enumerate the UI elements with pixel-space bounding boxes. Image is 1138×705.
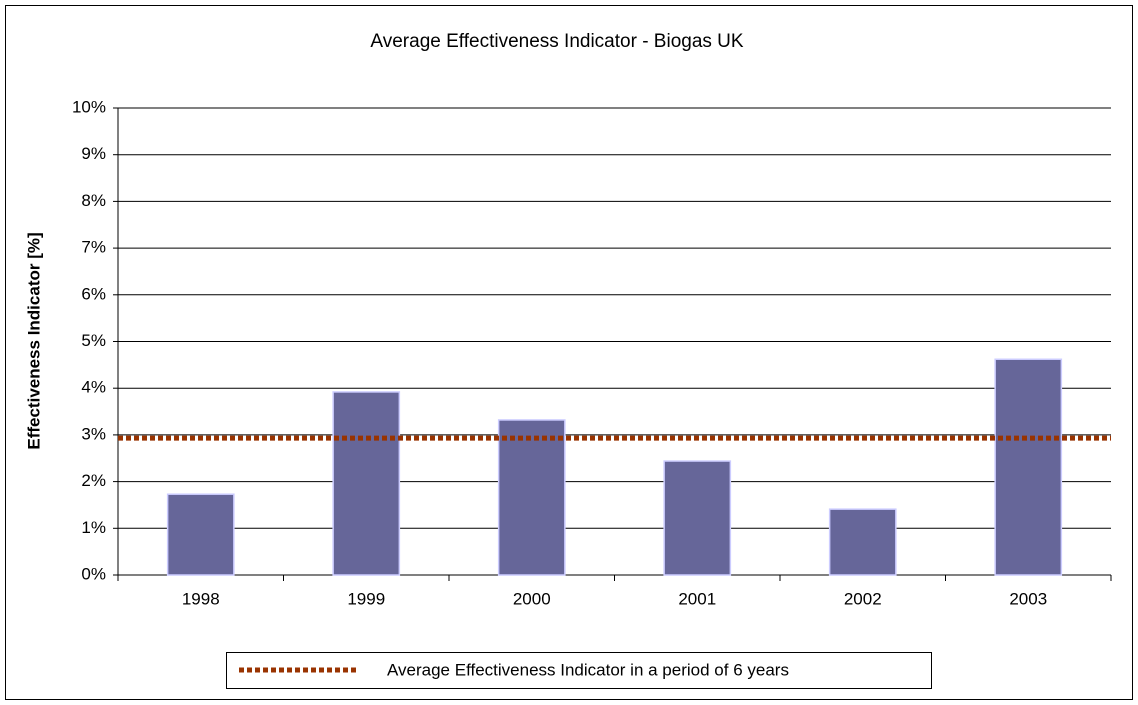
y-tick-label: 1% <box>81 518 106 537</box>
y-tick-label: 10% <box>72 97 106 116</box>
x-tick-label: 2000 <box>513 589 551 608</box>
bar <box>663 460 732 576</box>
bar <box>332 391 401 576</box>
x-tick-label: 1998 <box>182 589 220 608</box>
y-tick-label: 6% <box>81 284 106 303</box>
legend-label: Average Effectiveness Indicator in a per… <box>387 660 789 679</box>
y-axis-label: Effectiveness Indicator [%] <box>24 232 43 449</box>
chart-title: Average Effectiveness Indicator - Biogas… <box>370 31 743 52</box>
y-tick-label: 8% <box>81 191 106 210</box>
x-tick-label: 1999 <box>347 589 385 608</box>
bar <box>828 508 897 576</box>
y-tick-label: 5% <box>81 331 106 350</box>
y-tick-label: 2% <box>81 471 106 490</box>
bar <box>166 493 235 576</box>
x-tick-label: 2001 <box>678 589 716 608</box>
x-tick-label: 2002 <box>844 589 882 608</box>
y-tick-label: 0% <box>81 564 106 583</box>
chart-border <box>5 5 1133 700</box>
y-tick-label: 4% <box>81 378 106 397</box>
y-tick-label: 3% <box>81 424 106 443</box>
bar <box>994 358 1063 576</box>
x-tick-label: 2003 <box>1009 589 1047 608</box>
y-tick-label: 9% <box>81 144 106 163</box>
y-tick-label: 7% <box>81 238 106 257</box>
bar <box>497 419 566 576</box>
